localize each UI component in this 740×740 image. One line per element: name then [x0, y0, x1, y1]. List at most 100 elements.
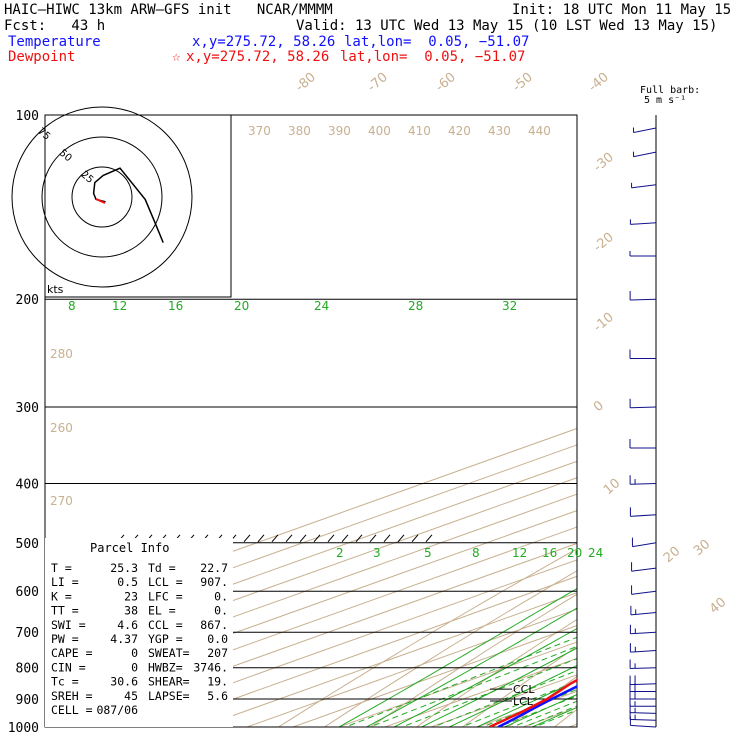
parcel-info-value: 19.: [207, 675, 228, 689]
parcel-info-value: 3746.: [193, 660, 228, 674]
parcel-info-key: CAPE =: [51, 646, 93, 660]
wind-barb-shaft: [630, 724, 657, 728]
theta-label: 400: [368, 124, 391, 138]
isotherm-line: [199, 592, 577, 727]
dry-adiabat: [507, 675, 577, 727]
parcel-info-value: 0.5: [117, 575, 138, 589]
dry-adiabat: [277, 548, 577, 727]
parcel-info-value: 907.: [200, 575, 228, 589]
barb-legend-line2: 5 m s⁻¹: [644, 95, 687, 106]
hatch-mark: [383, 534, 391, 543]
parcel-info-key: EL =: [148, 604, 176, 618]
dewpoint-xy: x,y=275.72, 58.26: [186, 49, 330, 65]
temperature-axis-label: 10: [601, 476, 623, 498]
parcel-info-value: 5.6: [207, 689, 228, 703]
temperature-axis-label: -80: [293, 70, 319, 95]
temperature-axis-label: 40: [707, 595, 729, 617]
parcel-info-key: PW =: [51, 632, 79, 646]
dry-adiabat: [323, 570, 577, 727]
parcel-info-value: 0.: [214, 604, 228, 618]
dry-adiabat: [678, 115, 740, 740]
moist-adiabat: [449, 664, 577, 727]
mixing-ratio-line: [533, 709, 577, 727]
pressure-tick-label: 800: [16, 662, 39, 677]
hatch-mark: [425, 534, 433, 543]
hatch-mark: [397, 534, 405, 543]
theta-label: 270: [50, 494, 73, 508]
parcel-info-value: 30.6: [110, 675, 138, 689]
dewpoint-trace: [488, 678, 577, 727]
parcel-info-title: Parcel Info: [90, 541, 169, 555]
mixing-ratio-label: 8: [68, 299, 76, 313]
mixing-ratio-label: 12: [512, 546, 527, 560]
temperature-axis-label: -10: [591, 310, 617, 335]
temperature-label: Temperature: [8, 34, 101, 50]
moist-adiabat: [366, 607, 577, 727]
hatch-mark: [341, 534, 349, 543]
parcel-info-key: T =: [51, 561, 72, 575]
moist-adiabat: [421, 647, 577, 727]
parcel-info-value: 23: [124, 589, 138, 603]
wind-barb-shaft: [633, 151, 657, 158]
parcel-info-value: 38: [124, 604, 138, 618]
wind-barb-shaft: [630, 667, 657, 669]
isotherm-line: [61, 542, 577, 727]
wind-barb-shaft: [631, 590, 657, 595]
parcel-info-key: CELL =: [51, 703, 93, 717]
hatch-mark: [285, 534, 293, 543]
pressure-tick-label: 400: [16, 477, 39, 492]
theta-label: 370: [248, 124, 271, 138]
temperature-axis-label: -20: [591, 230, 617, 255]
wind-barb-shaft: [630, 514, 657, 517]
mixing-ratio-label: 16: [168, 299, 183, 313]
mixing-ratio-label: 8: [472, 546, 480, 560]
moist-adiabat: [338, 588, 577, 727]
dry-adiabat: [369, 593, 577, 727]
mixing-ratio-label: 3: [373, 546, 381, 560]
temperature-axis-label: -70: [365, 70, 391, 95]
mixing-ratio-label: 28: [408, 299, 423, 313]
parcel-info-value: 0: [131, 660, 138, 674]
dry-adiabat: [632, 115, 740, 740]
mixing-ratio-label: 24: [314, 299, 329, 313]
parcel-info-box: [45, 538, 233, 727]
isotherm-line: [291, 625, 577, 727]
mixing-ratio-label: 16: [542, 546, 557, 560]
pressure-tick-label: 900: [16, 693, 39, 708]
parcel-info-value: 22.7: [200, 561, 228, 575]
wind-barb-shaft: [630, 631, 657, 635]
mixing-ratio-label: 2: [336, 546, 344, 560]
parcel-info-key: SHEAR=: [148, 675, 190, 689]
mixing-ratio-label: 12: [112, 299, 127, 313]
parcel-info-key: SWI =: [51, 618, 86, 632]
mixing-ratio-line: [368, 645, 577, 727]
parcel-info-key: K =: [51, 589, 72, 603]
temperature-axis-label: 30: [691, 537, 713, 559]
parcel-info-value: 45: [124, 689, 138, 703]
hatch-mark: [243, 534, 251, 543]
parcel-info-key: LAPSE=: [148, 689, 190, 703]
parcel-info-value: 0: [131, 646, 138, 660]
parcel-info-value: 867.: [200, 618, 228, 632]
pressure-tick-label: 200: [16, 293, 39, 308]
hodograph-low-level-segment: [95, 198, 106, 204]
mixing-ratio-line: [480, 688, 577, 727]
hatch-mark: [299, 534, 307, 543]
parcel-info-key: HWBZ=: [148, 660, 183, 674]
theta-label: 420: [448, 124, 471, 138]
isotherm-line: [337, 641, 577, 727]
theta-label: 280: [50, 347, 73, 361]
dewpoint-star-icon: ☆: [172, 49, 181, 65]
barb-legend-line1: Full barb:: [640, 85, 701, 96]
isotherm-line: [475, 690, 577, 727]
dewpoint-label: Dewpoint: [8, 49, 76, 65]
wind-barb-shaft: [630, 298, 657, 301]
hatch-mark: [327, 534, 335, 543]
mixing-ratio-label: 5: [424, 546, 432, 560]
model-title: HAIC–HIWC 13km ARW–GFS init NCAR/MMMM: [4, 2, 333, 18]
mixing-ratio-label: 24: [588, 546, 603, 560]
dry-adiabat: [585, 115, 740, 740]
wind-barb-shaft: [631, 567, 657, 572]
moist-adiabat: [393, 627, 577, 727]
